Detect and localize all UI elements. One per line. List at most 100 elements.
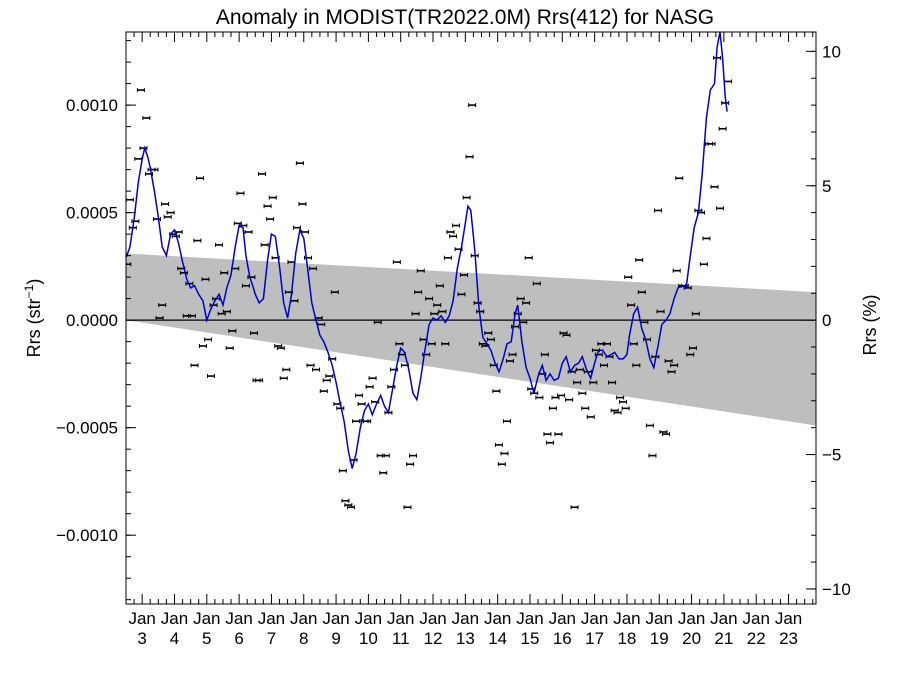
x-tick-month: Jan [387, 609, 414, 628]
data-point [201, 277, 210, 282]
data-point [686, 352, 695, 357]
x-tick-year: 21 [714, 629, 733, 648]
data-point [460, 272, 469, 277]
data-point [158, 303, 167, 308]
data-point [161, 202, 170, 207]
data-point [565, 397, 574, 402]
y-tick-label: −0.0010 [56, 526, 118, 545]
data-point [559, 331, 568, 336]
data-point [653, 208, 662, 213]
y2-tick-label: −10 [822, 580, 851, 599]
data-point [632, 363, 641, 368]
x-tick-month: Jan [128, 609, 155, 628]
data-point [637, 290, 646, 295]
data-point [260, 242, 269, 247]
x-tick-month: Jan [290, 609, 317, 628]
data-point [204, 337, 213, 342]
data-point [656, 309, 665, 314]
x-tick-month: Jan [419, 609, 446, 628]
data-point [190, 363, 199, 368]
data-point [392, 260, 401, 265]
y-axis-label-left-main: Rrs (str [24, 298, 44, 357]
x-tick-month: Jan [452, 609, 479, 628]
y-axis-label-left-sup: −1 [22, 284, 36, 298]
data-point [613, 410, 622, 415]
data-point [381, 453, 390, 458]
data-point [298, 202, 307, 207]
data-point [319, 389, 328, 394]
data-point [355, 393, 364, 398]
data-point [616, 395, 625, 400]
x-tick-month: Jan [161, 609, 188, 628]
x-tick-year: 18 [617, 629, 636, 648]
data-point [524, 255, 533, 260]
data-point [379, 470, 388, 475]
x-tick-month: Jan [549, 609, 576, 628]
x-tick-year: 7 [267, 629, 276, 648]
data-point [155, 316, 164, 320]
x-tick-month: Jan [742, 609, 769, 628]
y-axis-label-left: Rrs (str−1) [22, 279, 44, 358]
data-point [276, 346, 285, 351]
data-point [619, 399, 628, 404]
data-point [236, 191, 245, 196]
data-point [557, 393, 566, 398]
data-point [675, 176, 684, 181]
data-point [295, 161, 304, 166]
x-tick-year: 20 [682, 629, 701, 648]
data-point [497, 462, 506, 467]
data-point [441, 341, 450, 346]
data-point [322, 378, 331, 383]
y2-tick-label: 5 [822, 177, 831, 196]
data-point [645, 423, 654, 428]
data-point [610, 408, 619, 413]
data-point [570, 505, 579, 510]
data-point [395, 341, 404, 346]
data-point [451, 223, 460, 228]
data-point [503, 419, 512, 424]
data-point [662, 432, 671, 437]
y2-tick-label: 0 [822, 311, 831, 330]
y2-tick-label: 10 [822, 42, 841, 61]
y-axis-label-left-close: ) [24, 279, 44, 285]
data-point [225, 346, 234, 351]
data-point [427, 341, 436, 346]
x-tick-month: Jan [484, 609, 511, 628]
data-point [621, 406, 630, 411]
data-point [136, 88, 145, 93]
data-point [249, 331, 258, 336]
data-point [268, 195, 277, 200]
data-point [551, 395, 560, 400]
x-tick-year: 11 [392, 629, 410, 648]
data-point [457, 292, 466, 297]
data-point [244, 229, 253, 234]
x-tick-month: Jan [225, 609, 252, 628]
y-axis-label-right: Rrs (%) [860, 295, 880, 356]
y-tick-label: 0.0005 [66, 204, 118, 223]
data-point [134, 156, 143, 161]
data-point [659, 429, 668, 434]
data-point [642, 337, 651, 342]
chart-title: Anomaly in MODIST(TR2022.0M) Rrs(412) fo… [216, 6, 714, 29]
x-tick-month: Jan [710, 609, 737, 628]
data-point [707, 141, 716, 146]
x-tick-year: 22 [747, 629, 766, 648]
data-point [346, 505, 355, 510]
data-point [179, 270, 188, 275]
y-tick-label: 0.0010 [66, 96, 118, 115]
data-point [449, 234, 458, 239]
data-point [718, 126, 727, 131]
data-point [516, 296, 525, 301]
data-point [411, 311, 420, 316]
x-tick-month: Jan [678, 609, 705, 628]
data-point [548, 406, 557, 411]
data-point [713, 55, 722, 60]
right-axis: −10 −5 0 5 10 [806, 42, 851, 599]
data-point [255, 378, 264, 383]
data-point [508, 352, 517, 357]
bottom-axis: Jan3Jan4Jan5Jan6Jan7Jan8Jan9Jan10Jan11Ja… [125, 32, 814, 648]
data-point [702, 236, 711, 241]
x-tick-year: 16 [553, 629, 572, 648]
data-point [258, 171, 267, 176]
data-point [416, 268, 425, 273]
